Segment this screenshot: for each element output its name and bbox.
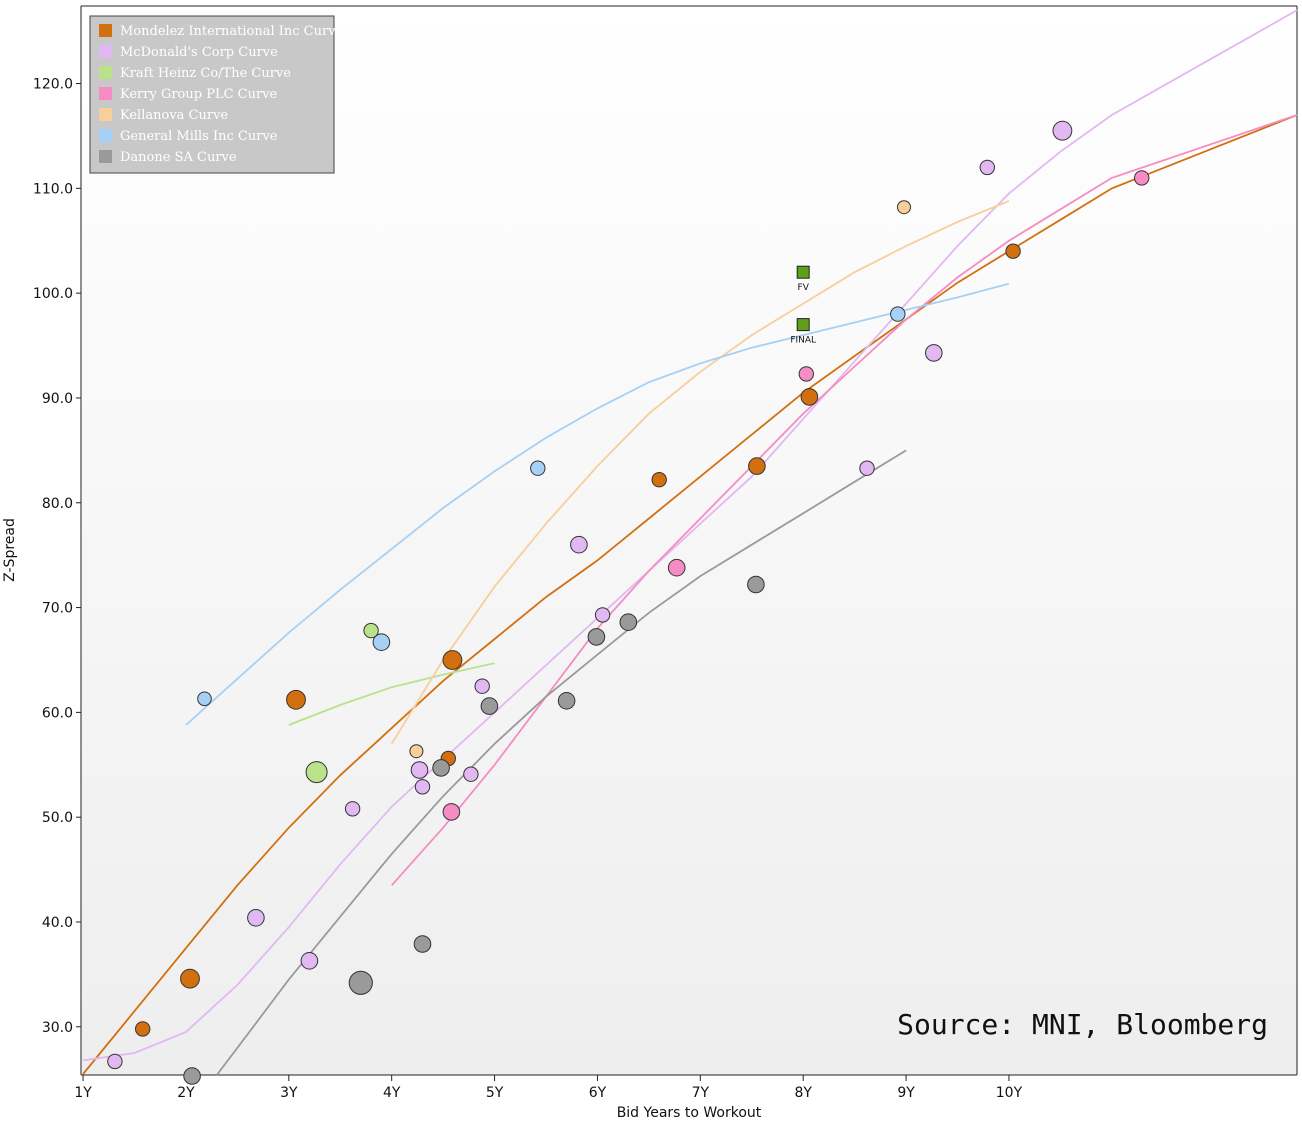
data-point <box>1134 170 1150 186</box>
series-curve <box>288 662 495 726</box>
data-point <box>747 575 765 594</box>
legend-swatch <box>99 24 112 37</box>
axes: 30.0 40.0 50.0 60.0 70.0 80.0 90.0 100.0 110.0 12… <box>33 5 1298 1101</box>
data-point <box>180 968 200 989</box>
data-point <box>413 935 432 953</box>
y-tick-label: 70.0 <box>42 601 73 617</box>
data-point <box>363 622 379 639</box>
x-tick-label: 9Y <box>897 1085 915 1101</box>
data-point <box>587 628 606 646</box>
annotation-marker <box>796 265 810 279</box>
data-point <box>570 535 588 554</box>
data-point <box>619 613 638 632</box>
legend-swatch <box>99 150 112 163</box>
data-point <box>183 1067 201 1085</box>
y-tick-label: 30.0 <box>42 1020 73 1036</box>
x-tick-label: 5Y <box>486 1085 504 1101</box>
series-curve <box>391 114 1298 886</box>
data-point <box>651 472 667 488</box>
legend-swatch <box>99 129 112 142</box>
series-curve <box>185 282 1010 726</box>
data-point <box>859 460 875 476</box>
x-tick-label: 10Y <box>996 1085 1023 1101</box>
data-point <box>557 692 576 710</box>
legend-swatch <box>99 87 112 100</box>
legend: Mondelez International Inc Curve McDonald… <box>89 15 344 174</box>
data-point <box>474 678 490 694</box>
data-point <box>897 200 911 215</box>
curves-layer <box>82 9 1298 1076</box>
x-tick-label: 7Y <box>692 1085 710 1101</box>
legend-swatch <box>99 108 112 121</box>
data-point <box>305 761 328 784</box>
plot-area <box>81 6 1297 1075</box>
legend-entry: Kraft Heinz Co/The Curve <box>120 66 291 81</box>
data-point <box>748 457 766 475</box>
data-point <box>667 558 686 577</box>
data-point <box>300 952 319 970</box>
data-point <box>286 689 306 710</box>
y-tick-label: 120.0 <box>33 77 73 93</box>
data-point <box>197 691 212 707</box>
data-point <box>247 909 265 927</box>
data-point <box>1005 243 1021 259</box>
y-tick-label: 110.0 <box>33 181 73 197</box>
points-layer <box>107 120 1150 1085</box>
x-tick-label: 2Y <box>177 1085 195 1101</box>
data-point <box>372 633 391 652</box>
legend-entry: General Mills Inc Curve <box>120 129 278 144</box>
x-tick-label: 8Y <box>794 1085 812 1101</box>
data-point <box>442 803 461 821</box>
x-tick-label: 6Y <box>589 1085 607 1101</box>
y-tick-label: 40.0 <box>42 915 73 931</box>
legend-swatch <box>99 66 112 79</box>
annotations-layer: FV FINAL <box>790 265 816 346</box>
annotation-label: FV <box>798 283 810 293</box>
data-point <box>798 366 814 382</box>
series-curve <box>82 9 1298 1062</box>
legend-entry: Danone SA Curve <box>120 150 237 165</box>
data-point <box>409 744 424 759</box>
data-point <box>135 1021 151 1037</box>
annotation-label: FINAL <box>790 336 816 346</box>
data-point <box>463 766 479 782</box>
x-tick-label: 3Y <box>280 1085 298 1101</box>
data-point <box>107 1053 123 1070</box>
data-point <box>480 697 499 715</box>
legend-entry: Mondelez International Inc Curve <box>120 24 344 39</box>
y-tick-label: 90.0 <box>42 391 73 407</box>
y-tick-label: 80.0 <box>42 496 73 512</box>
legend-swatch <box>99 45 112 58</box>
data-point <box>890 306 906 322</box>
legend-entry: McDonald's Corp Curve <box>120 45 278 60</box>
x-tick-label: 1Y <box>74 1085 92 1101</box>
y-tick-label: 100.0 <box>33 286 73 302</box>
legend-entry: Kellanova Curve <box>120 108 228 123</box>
source-label: Source: MNI, Bloomberg <box>897 1008 1268 1041</box>
series-curve <box>390 200 1010 745</box>
y-tick-label: 60.0 <box>42 705 73 721</box>
legend-box <box>89 15 335 174</box>
data-point <box>925 344 943 362</box>
annotation-marker <box>796 318 810 332</box>
data-point <box>414 779 431 795</box>
data-point <box>800 388 819 406</box>
series-curve <box>82 114 1298 1075</box>
data-point <box>442 650 463 670</box>
data-point <box>594 607 611 623</box>
data-point <box>410 761 429 779</box>
data-point <box>432 759 450 777</box>
data-point <box>1052 120 1073 141</box>
y-tick-label: 50.0 <box>42 810 73 826</box>
data-point <box>979 159 995 176</box>
legend-entry: Kerry Group PLC Curve <box>120 87 278 102</box>
x-axis-label: Bid Years to Workout <box>617 1105 762 1121</box>
data-point <box>348 970 373 995</box>
y-axis-label: Z-Spread <box>2 518 18 582</box>
data-point <box>344 801 361 817</box>
data-point <box>530 460 546 476</box>
x-tick-label: 4Y <box>383 1085 401 1101</box>
